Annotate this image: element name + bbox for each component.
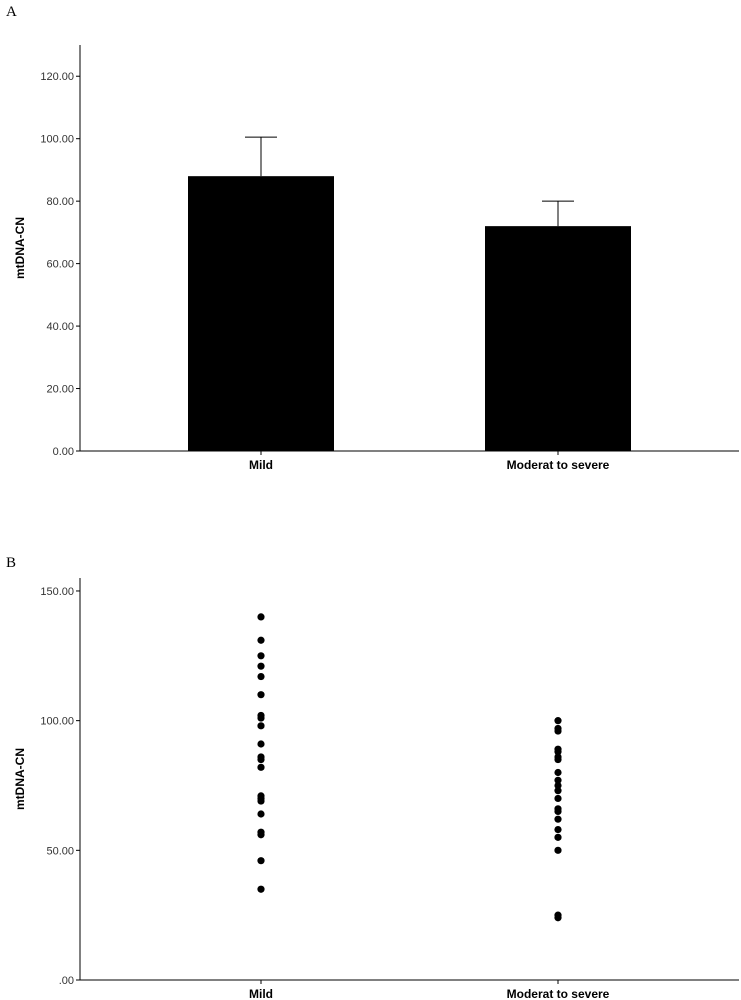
panel-a-y-tick-label: 60.00 (46, 259, 74, 271)
panel-b-point (554, 787, 562, 795)
panel-b-y-axis-title: mtDNA-CN (13, 748, 27, 810)
panel-a-bar-mild (188, 176, 334, 451)
panel-b-point (554, 846, 562, 854)
panel-b-y-tick-label: .00 (59, 975, 74, 987)
panel-b-y-tick-label: 150.00 (40, 586, 74, 598)
panel-b-point (257, 636, 265, 644)
panel-b-point (554, 815, 562, 823)
panel-b-point (257, 714, 265, 722)
panel-b-point (554, 914, 562, 922)
panel-b-point (554, 807, 562, 816)
panel-b-point (554, 833, 562, 841)
panel-a-y-axis-title: mtDNA-CN (13, 217, 27, 279)
panel-b-x-tick-label: Mild (249, 987, 273, 1000)
panel-b-point (554, 717, 562, 725)
panel-b-point (257, 810, 265, 818)
panel-a-y-tick-label: 20.00 (46, 384, 74, 396)
panel-a-y-tick-label: 0.00 (53, 446, 74, 458)
panel-label-b: B (6, 555, 17, 571)
panel-b-point (257, 831, 265, 839)
panel-a-y-tick-label: 100.00 (40, 134, 74, 146)
panel-a-x-tick-label: Mild (249, 458, 273, 472)
panel-b-point (257, 885, 265, 893)
panel-b-point (257, 662, 265, 670)
panel-b-point (257, 652, 265, 660)
panel-b-point (554, 748, 562, 756)
panel-b-point (257, 755, 265, 764)
panel-b-point (257, 740, 265, 748)
panel-b-point (257, 672, 265, 681)
panel-a-y-tick-label: 40.00 (46, 321, 74, 333)
panel-a-bar-moderat-to-severe (485, 226, 631, 451)
panel-b-y-tick-label: 50.00 (46, 845, 74, 857)
panel-b-point (257, 722, 265, 730)
panel-b-point (257, 691, 265, 699)
panel-b-point (257, 613, 265, 621)
panel-b-x-tick-label: Moderat to severe (507, 987, 610, 1000)
panel-a-y-tick-label: 120.00 (40, 71, 74, 83)
panel-b-point (554, 776, 562, 784)
panel-b-point (554, 768, 562, 777)
panel-b-point (554, 755, 562, 764)
panel-b-point (554, 825, 562, 834)
panel-b-point (554, 794, 562, 803)
panel-b-point (257, 857, 265, 865)
panel-a-y-tick-label: 80.00 (46, 196, 74, 208)
panel-b-y-tick-label: 100.00 (40, 716, 74, 728)
panel-b-point (554, 781, 562, 790)
panel-b-point (257, 763, 265, 771)
panel-b-point (554, 727, 562, 735)
panel-a-x-tick-label: Moderat to severe (507, 458, 610, 472)
panel-label-a: A (6, 4, 17, 20)
panel-b-point (257, 797, 265, 805)
